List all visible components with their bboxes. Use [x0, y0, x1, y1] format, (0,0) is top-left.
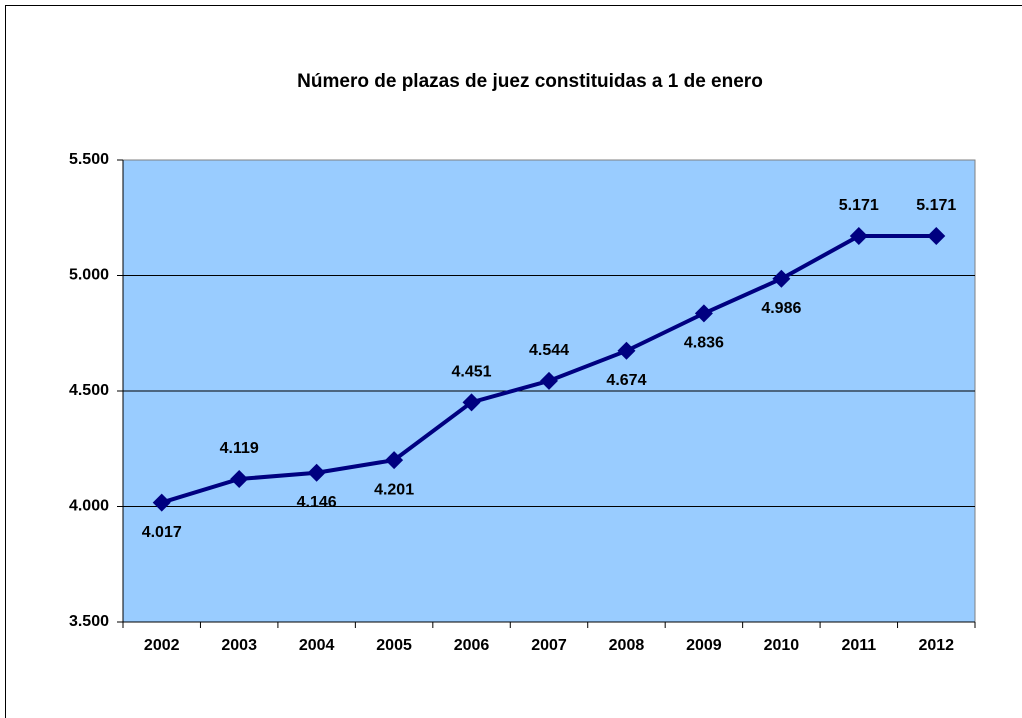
- y-tick-label: 4.000: [69, 498, 109, 515]
- x-tick-label: 2002: [144, 637, 180, 654]
- data-point: [230, 470, 249, 489]
- data-label: 4.544: [529, 342, 569, 359]
- data-point: [385, 451, 404, 470]
- data-point: [849, 226, 868, 245]
- data-label: 5.171: [916, 197, 956, 214]
- y-tick-label: 5.000: [69, 267, 109, 284]
- data-label: 5.171: [839, 197, 879, 214]
- data-label: 4.146: [297, 494, 337, 511]
- data-point: [694, 304, 713, 323]
- y-tick-label: 5.500: [69, 151, 109, 168]
- x-tick-label: 2010: [764, 637, 800, 654]
- data-point: [617, 341, 636, 360]
- x-tick-label: 2009: [686, 637, 722, 654]
- x-tick-label: 2007: [531, 637, 567, 654]
- data-point: [927, 226, 946, 245]
- data-point: [307, 463, 326, 482]
- x-tick-label: 2008: [609, 637, 645, 654]
- y-tick-label: 4.500: [69, 382, 109, 399]
- x-tick-label: 2005: [376, 637, 412, 654]
- data-label: 4.119: [220, 440, 259, 457]
- data-label: 4.674: [606, 372, 646, 389]
- data-point: [772, 269, 791, 288]
- data-label: 4.017: [142, 524, 182, 541]
- x-tick-label: 2003: [221, 637, 257, 654]
- data-label: 4.451: [452, 364, 492, 381]
- data-label: 4.986: [761, 300, 801, 317]
- x-tick-label: 2011: [841, 637, 876, 654]
- data-point: [152, 493, 171, 512]
- x-tick-label: 2012: [918, 637, 954, 654]
- data-point: [462, 393, 481, 412]
- x-tick-label: 2006: [454, 637, 490, 654]
- y-tick-label: 3.500: [69, 613, 109, 630]
- data-point: [540, 371, 558, 390]
- chart-title: Número de plazas de juez constituidas a …: [297, 71, 763, 92]
- data-label: 4.836: [684, 335, 724, 352]
- x-tick-label: 2004: [299, 637, 335, 654]
- data-label: 4.201: [374, 481, 414, 498]
